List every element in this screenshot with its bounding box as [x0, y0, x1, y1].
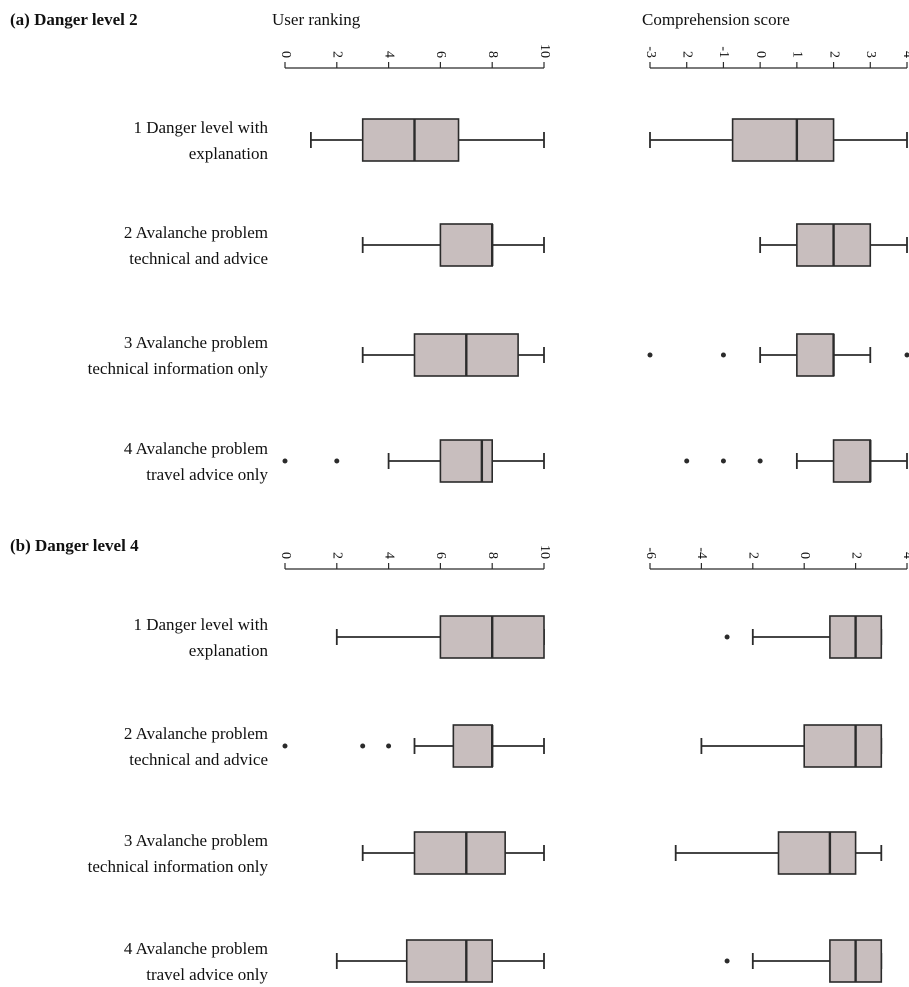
- category-label-line: technical information only: [88, 857, 269, 876]
- box-4: [724, 939, 883, 983]
- box-3: [361, 333, 545, 377]
- category-label: 1 Danger level with explanation: [133, 118, 268, 163]
- x-tick-label: 8: [485, 552, 500, 559]
- category-label: 1 Danger level with explanation: [133, 615, 268, 660]
- category-label-line: 3 Avalanche problem: [124, 831, 268, 850]
- category-label-line: 3 Avalanche problem: [124, 333, 268, 352]
- category-label-line: travel advice only: [146, 965, 268, 984]
- x-tick-label: 3: [863, 51, 878, 58]
- x-tick-label: 4: [381, 552, 396, 559]
- x-tick-label: 2: [330, 552, 345, 559]
- category-label-line: 4 Avalanche problem: [124, 939, 268, 958]
- x-tick-label: 2: [848, 552, 863, 559]
- x-tick-label: 0: [278, 51, 293, 58]
- category-label: 2 Avalanche problem technical and advice: [124, 223, 268, 268]
- x-tick-label: 1: [790, 51, 805, 58]
- x-tick-label: 4: [381, 51, 396, 58]
- category-label-line: explanation: [189, 144, 269, 163]
- box-iqr: [777, 831, 857, 875]
- outlier-point: [360, 743, 366, 749]
- box-2: [759, 223, 908, 267]
- category-label: 3 Avalanche problem technical information…: [88, 831, 269, 876]
- outlier-point: [647, 352, 653, 358]
- outlier-point: [282, 743, 288, 749]
- outlier-point: [334, 458, 340, 464]
- x-tick-label: -6: [643, 547, 658, 559]
- box-3: [361, 831, 545, 875]
- box-iqr: [832, 439, 872, 483]
- x-tick-label: 6: [433, 552, 448, 559]
- x-tick-label: 2: [330, 51, 345, 58]
- box-2: [361, 223, 545, 267]
- outlier-point: [720, 458, 726, 464]
- category-label-line: 4 Avalanche problem: [124, 439, 268, 458]
- box-3: [647, 333, 909, 377]
- category-label: 4 Avalanche problem travel advice only: [124, 939, 269, 984]
- x-tick-label: 4: [900, 552, 909, 559]
- outlier-point: [724, 958, 730, 964]
- x-tick-label: 2: [746, 552, 761, 559]
- box-1: [649, 118, 908, 162]
- box-iqr: [361, 118, 460, 162]
- box-2: [700, 724, 883, 768]
- box-1: [335, 615, 545, 659]
- box-iqr: [803, 724, 883, 768]
- category-label-line: travel advice only: [146, 465, 268, 484]
- x-tick-label: 4: [900, 51, 909, 58]
- box-iqr: [439, 223, 493, 267]
- box-1: [724, 615, 883, 659]
- outlier-point: [386, 743, 392, 749]
- x-tick-label: 10: [537, 545, 552, 559]
- outlier-point: [904, 352, 909, 358]
- box-iqr: [405, 939, 494, 983]
- box-iqr: [439, 439, 493, 483]
- category-label: 4 Avalanche problem travel advice only: [124, 439, 269, 484]
- box-1: [309, 118, 545, 162]
- panel-title: (a) Danger level 2: [10, 10, 138, 29]
- category-label: 2 Avalanche problem technical and advice: [124, 724, 268, 769]
- box-iqr: [731, 118, 835, 162]
- category-label-line: 2 Avalanche problem: [124, 223, 268, 242]
- column-title-user-ranking: User ranking: [272, 10, 361, 29]
- x-tick-label: -4: [694, 547, 709, 559]
- x-tick-label: 0: [278, 552, 293, 559]
- box-iqr: [796, 333, 835, 377]
- x-tick-label: 6: [433, 51, 448, 58]
- outlier-point: [757, 458, 763, 464]
- x-tick-label: 0: [753, 51, 768, 58]
- box-3: [674, 831, 883, 875]
- column-title-comprehension-score: Comprehension score: [642, 10, 790, 29]
- category-label-line: technical and advice: [129, 750, 268, 769]
- box-iqr: [413, 831, 506, 875]
- box-4: [282, 439, 545, 483]
- box-iqr: [452, 724, 494, 768]
- category-label-line: technical information only: [88, 359, 269, 378]
- box-2: [282, 724, 545, 768]
- x-tick-label: 2: [826, 51, 841, 58]
- category-label-line: explanation: [189, 641, 269, 660]
- x-tick-label: 0: [797, 552, 812, 559]
- x-tick-label: -3: [643, 46, 658, 58]
- category-label-line: 1 Danger level with: [133, 615, 268, 634]
- x-tick-label: 8: [485, 51, 500, 58]
- category-label-line: 1 Danger level with: [133, 118, 268, 137]
- category-label: 3 Avalanche problem technical information…: [88, 333, 269, 378]
- box-4: [684, 439, 908, 483]
- outlier-point: [684, 458, 690, 464]
- box-4: [335, 939, 545, 983]
- category-label-line: technical and advice: [129, 249, 268, 268]
- x-tick-label: 10: [537, 44, 552, 58]
- outlier-point: [282, 458, 288, 464]
- outlier-point: [724, 634, 730, 640]
- category-label-line: 2 Avalanche problem: [124, 724, 268, 743]
- x-tick-label: -1: [716, 46, 731, 58]
- panel-title: (b) Danger level 4: [10, 536, 139, 555]
- outlier-point: [720, 352, 726, 358]
- x-tick-label: 2: [679, 51, 694, 58]
